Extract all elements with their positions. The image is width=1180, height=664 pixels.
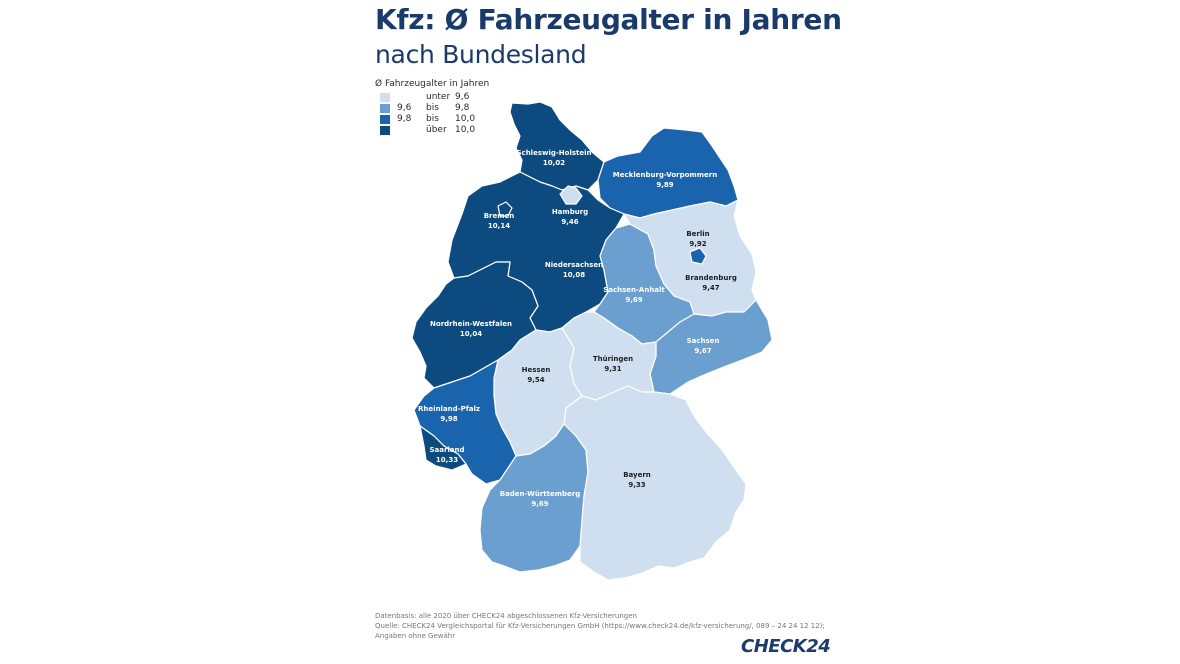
label-rheinland-pfalz-value: 9,98 [440, 415, 457, 423]
map-subtitle: nach Bundesland [375, 40, 587, 69]
label-rheinland-pfalz-name: Rheinland-Pfalz [418, 405, 480, 413]
footer-disclaimer: Angaben ohne Gewähr [375, 632, 456, 640]
label-baden-wuerttemberg-value: 9,69 [531, 500, 548, 508]
region-baden-wuerttemberg [479, 423, 589, 573]
label-berlin-value: 9,92 [689, 240, 706, 248]
footer-datenbasis: Datenbasis: alle 2020 über CHECK24 abges… [375, 612, 637, 620]
region-berlin [689, 247, 707, 265]
label-nordrhein-westfalen-name: Nordrhein-Westfalen [430, 320, 512, 328]
state-labels: Schleswig-Holstein 10,02 Mecklenburg-Vor… [418, 149, 737, 508]
label-hamburg-name: Hamburg [552, 208, 588, 216]
map-title: Kfz: Ø Fahrzeugalter in Jahren [375, 3, 842, 36]
label-berlin-name: Berlin [686, 230, 709, 238]
legend-swatch-3 [380, 115, 390, 124]
label-mecklenburg-vorpommern-value: 9,89 [656, 181, 673, 189]
label-saarland-name: Saarland [429, 446, 464, 454]
label-thueringen-value: 9,31 [604, 365, 621, 373]
label-hessen-value: 9,54 [527, 376, 544, 384]
label-bremen-value: 10,14 [488, 222, 510, 230]
label-sachsen-name: Sachsen [687, 337, 720, 345]
label-bayern-value: 9,33 [628, 481, 645, 489]
label-hessen-name: Hessen [522, 366, 551, 374]
legend-item-2: 9,6 bis 9,8 [375, 103, 489, 114]
label-bremen-name: Bremen [484, 212, 515, 220]
label-nordrhein-westfalen-value: 10,04 [460, 330, 482, 338]
check24-logo: CHECK24 [741, 636, 831, 657]
footer-quelle: Quelle: CHECK24 Vergleichsportal für Kfz… [375, 622, 825, 630]
label-baden-wuerttemberg-name: Baden-Württemberg [500, 490, 581, 498]
region-bremen [497, 201, 513, 217]
legend: Ø Fahrzeugalter in Jahren unter 9,6 9,6 … [375, 79, 489, 136]
legend-item-4: über 10,0 [375, 125, 489, 136]
region-saarland [419, 425, 467, 471]
label-schleswig-holstein-name: Schleswig-Holstein [517, 149, 592, 157]
legend-item-1: unter 9,6 [375, 92, 489, 103]
label-sachsen-anhalt-value: 9,69 [625, 296, 642, 304]
label-niedersachsen-value: 10,08 [563, 271, 585, 279]
label-sachsen-value: 9,67 [694, 347, 711, 355]
label-sachsen-anhalt-name: Sachsen-Anhalt [603, 286, 665, 294]
label-mecklenburg-vorpommern-name: Mecklenburg-Vorpommern [613, 171, 717, 179]
label-niedersachsen-name: Niedersachsen [545, 261, 603, 269]
label-bayern-name: Bayern [623, 471, 651, 479]
region-brandenburg [623, 199, 757, 317]
legend-swatch-1 [380, 93, 390, 102]
footer-notes: Datenbasis: alle 2020 über CHECK24 abges… [375, 611, 825, 641]
label-thueringen-name: Thüringen [593, 355, 633, 363]
label-saarland-value: 10,33 [436, 456, 458, 464]
label-brandenburg-name: Brandenburg [685, 274, 737, 282]
label-schleswig-holstein-value: 10,02 [543, 159, 565, 167]
region-hamburg [559, 185, 583, 205]
legend-swatch-4 [380, 126, 390, 135]
legend-swatch-2 [380, 104, 390, 113]
label-hamburg-value: 9,46 [561, 218, 578, 226]
region-bayern [563, 385, 747, 581]
label-brandenburg-value: 9,47 [702, 284, 719, 292]
legend-item-3: 9,8 bis 10,0 [375, 114, 489, 125]
legend-title: Ø Fahrzeugalter in Jahren [375, 79, 490, 89]
